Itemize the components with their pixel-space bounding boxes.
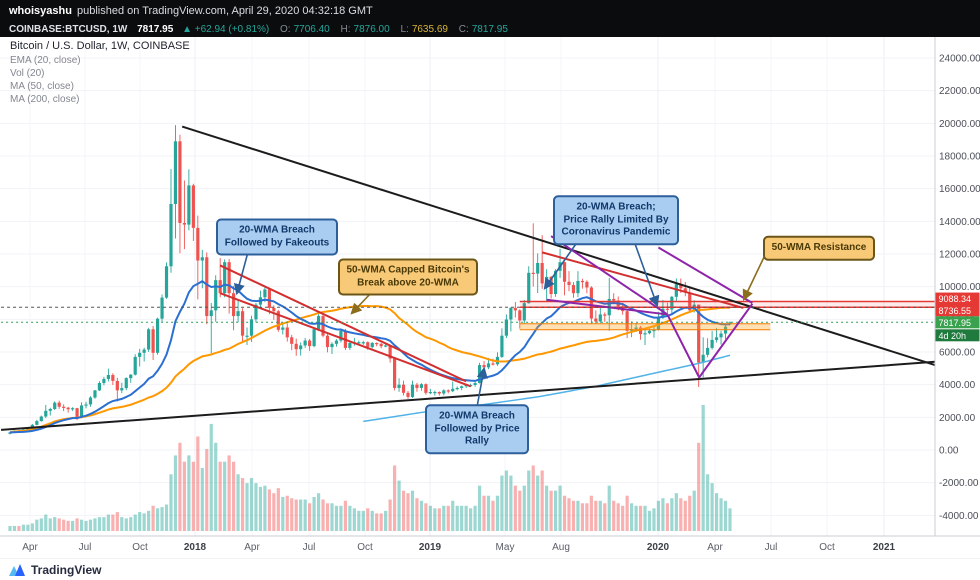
symbol-interval[interactable]: COINBASE:BTCUSD, 1W xyxy=(9,24,128,35)
price-change: ▲ +62.94 (+0.81%) xyxy=(182,24,270,35)
time-tick-label: 2021 xyxy=(873,542,896,553)
time-tick-label: 2019 xyxy=(419,542,442,553)
price-tag xyxy=(935,304,980,317)
time-tick-label: Aug xyxy=(552,542,570,553)
symbol-bar: COINBASE:BTCUSD, 1W 7817.95 ▲ +62.94 (+0… xyxy=(0,23,980,37)
price-tick-label: 16000.00 xyxy=(939,184,980,195)
tradingview-brand[interactable]: TradingView xyxy=(31,562,102,577)
trendline[interactable] xyxy=(657,246,753,304)
time-tick-label: Oct xyxy=(357,542,373,553)
open-label: O: xyxy=(280,24,291,35)
trendline[interactable] xyxy=(541,251,744,309)
trendline[interactable] xyxy=(697,303,754,379)
time-tick-label: 2018 xyxy=(184,542,207,553)
price-tick-label: -4000.00 xyxy=(939,511,979,522)
price-tick-label: 0.00 xyxy=(939,446,959,457)
time-axis: Apr Jul Oct 2018 Apr Jul Oct 2019 May Aug 2020 Apr J… xyxy=(22,542,895,553)
time-tick-label: Jul xyxy=(303,542,316,553)
low-label: L: xyxy=(400,24,409,35)
close-value: 7817.95 xyxy=(471,24,508,35)
legend-ema20[interactable]: EMA (20, close) xyxy=(10,55,81,66)
annotation-pointers xyxy=(233,240,767,408)
time-tick-label: Apr xyxy=(707,542,723,553)
time-tick-label: May xyxy=(496,542,515,553)
price-tick-label: 14000.00 xyxy=(939,217,980,228)
price-tag xyxy=(935,329,980,342)
legend-ma50[interactable]: MA (50, close) xyxy=(10,81,74,92)
trendline[interactable] xyxy=(546,298,668,316)
trendline[interactable] xyxy=(219,292,471,388)
axes xyxy=(0,37,980,560)
annotation-callout[interactable]: 50-WMA Resistance xyxy=(763,235,875,261)
price-tick-label: 4000.00 xyxy=(939,380,976,391)
legend-vol[interactable]: Vol (20) xyxy=(10,68,45,79)
last-price: 7817.95 xyxy=(137,24,174,35)
time-tick-label: 2020 xyxy=(647,542,670,553)
volume-bars xyxy=(8,405,732,531)
price-tick-label: 10000.00 xyxy=(939,282,980,293)
time-tick-label: Apr xyxy=(244,542,260,553)
ma200-line xyxy=(363,354,731,423)
footer-bar: TradingView xyxy=(0,559,980,580)
price-tick-label: 20000.00 xyxy=(939,119,980,130)
price-tick-label: 2000.00 xyxy=(939,413,976,424)
chart-title[interactable]: Bitcoin / U.S. Dollar, 1W, COINBASE xyxy=(10,40,190,52)
annotation-callout[interactable]: 50-WMA Capped Bitcoin's Break above 20-W… xyxy=(338,258,478,296)
price-tag xyxy=(935,292,980,305)
price-tick-label: 18000.00 xyxy=(939,152,980,163)
trendline[interactable] xyxy=(0,360,936,431)
price-axis: 24000.00 22000.00 20000.00 18000.00 16000.00… xyxy=(939,54,980,522)
price-tick-label: 12000.00 xyxy=(939,250,980,261)
price-tick-label: -2000.00 xyxy=(939,478,979,489)
price-tag-label: 8736.55 xyxy=(939,306,972,316)
time-tick-label: Oct xyxy=(132,542,148,553)
price-tags: 9088.34 8736.55 7817.95 4d 20h xyxy=(935,292,980,342)
time-tick-label: Apr xyxy=(22,542,38,553)
price-tick-label: 24000.00 xyxy=(939,54,980,65)
time-tick-label: Jul xyxy=(79,542,92,553)
trendline[interactable] xyxy=(550,235,668,316)
annotation-callout[interactable]: 20-WMA Breach Followed by Price Rally xyxy=(425,404,529,454)
trendline[interactable] xyxy=(666,313,700,377)
price-tag-label: 7817.95 xyxy=(939,318,972,328)
time-tick-label: Jul xyxy=(765,542,778,553)
price-tick-label: 22000.00 xyxy=(939,86,980,97)
close-label: C: xyxy=(458,24,469,35)
tradingview-logo-icon[interactable] xyxy=(8,563,26,577)
time-tick-label: Oct xyxy=(819,542,835,553)
publish-info: published on TradingView.com, April 29, … xyxy=(76,5,373,17)
annotation-callout[interactable]: 20-WMA Breach Followed by Fakeouts xyxy=(216,218,338,256)
ma50-line xyxy=(9,304,731,434)
annotation-callout[interactable]: 20-WMA Breach; Price Rally Limited By Co… xyxy=(553,195,679,245)
publish-bar: whoisyashu published on TradingView.com, … xyxy=(0,0,980,23)
trendlines xyxy=(0,125,936,431)
legend-ma200[interactable]: MA (200, close) xyxy=(10,94,80,105)
price-tag xyxy=(935,316,980,329)
high-label: H: xyxy=(340,24,351,35)
author-name: whoisyashu xyxy=(9,5,72,17)
price-tick-label: 6000.00 xyxy=(939,348,976,359)
high-value: 7876.00 xyxy=(353,24,390,35)
trendline[interactable] xyxy=(219,264,467,383)
zones xyxy=(519,300,935,331)
price-tag-label: 4d 20h xyxy=(939,331,967,341)
chart-legend: Bitcoin / U.S. Dollar, 1W, COINBASE EMA … xyxy=(10,40,190,106)
price-tag-label: 9088.34 xyxy=(939,294,972,304)
low-value: 7635.69 xyxy=(411,24,448,35)
open-value: 7706.40 xyxy=(293,24,330,35)
trendline[interactable] xyxy=(181,125,936,367)
